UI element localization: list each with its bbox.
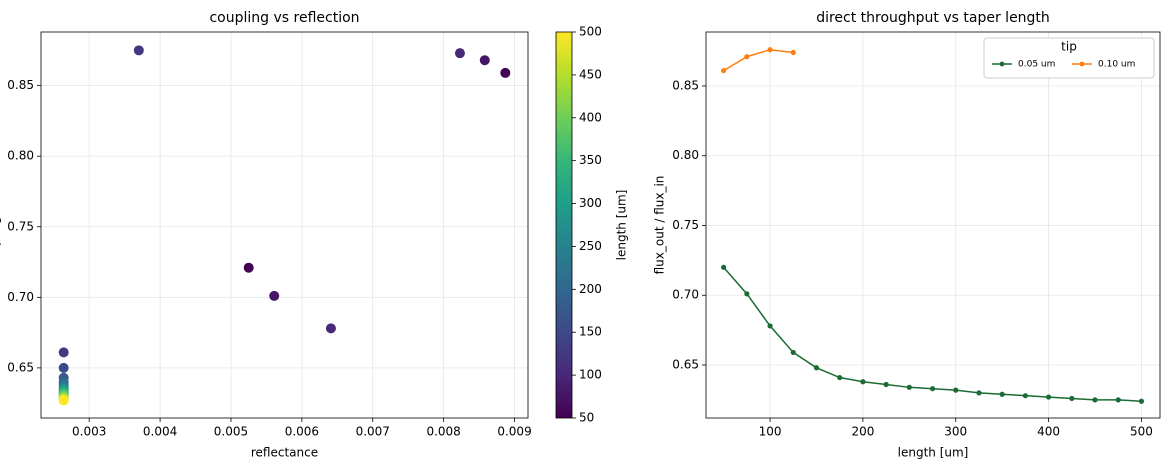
point-marker <box>721 264 727 270</box>
colorbar-tick-label: 300 <box>579 196 602 210</box>
colorbar-tick-label: 400 <box>579 110 602 124</box>
point-marker <box>767 323 773 329</box>
point-marker <box>999 391 1005 397</box>
colorbar-tick-label: 450 <box>579 67 602 81</box>
colorbar-tick-label: 250 <box>579 239 602 253</box>
legend-label: 0.10 um <box>1098 60 1135 70</box>
colorbar-tick-label: 350 <box>579 153 602 167</box>
point-marker <box>1045 394 1052 400</box>
x-tick-label: 300 <box>944 425 967 439</box>
colorbar-label: length [um] <box>615 190 629 261</box>
y-tick-label: 0.75 <box>672 218 699 232</box>
colorbar-tick-label: 500 <box>579 25 602 39</box>
scatter-point <box>479 55 490 66</box>
point-marker <box>721 68 727 74</box>
y-tick-label: 0.65 <box>672 357 699 371</box>
colorbar-tick-label: 150 <box>579 325 602 339</box>
point-marker <box>744 54 750 60</box>
scatter-point <box>500 67 511 78</box>
colorbar-tick-label: 50 <box>579 411 594 425</box>
y-tick-label: 0.85 <box>7 78 34 92</box>
x-tick-label: 0.006 <box>285 425 319 439</box>
y-tick-label: 0.85 <box>672 78 699 92</box>
scatter-point <box>58 362 69 373</box>
point-marker <box>1069 395 1075 402</box>
series-line <box>723 48 794 72</box>
point-marker <box>860 379 866 385</box>
y-axis-label: TE0 coupling / incident <box>0 156 2 295</box>
x-tick-label: 0.003 <box>72 425 106 439</box>
x-tick-label: 0.009 <box>497 425 531 439</box>
x-tick-label: 0.007 <box>356 425 390 439</box>
plot-frame <box>705 31 1161 419</box>
colorbar <box>555 31 573 419</box>
series-line <box>723 266 1142 403</box>
y-tick-label: 0.65 <box>7 360 34 374</box>
x-tick-label: 200 <box>851 425 874 439</box>
point-marker <box>813 365 820 371</box>
scatter-point <box>133 45 144 56</box>
x-axis-label: reflectance <box>251 446 318 460</box>
x-axis-label: length [um] <box>898 446 969 460</box>
chart-title: direct throughput vs taper length <box>816 10 1050 26</box>
point-marker <box>790 349 796 356</box>
colorbar-tick-label: 100 <box>579 368 602 382</box>
x-tick-label: 0.005 <box>214 425 248 439</box>
point-marker <box>929 386 936 392</box>
legend-marker <box>1079 61 1085 67</box>
point-marker <box>790 49 796 56</box>
plot-frame <box>40 31 529 419</box>
scatter-point <box>325 323 336 334</box>
colorbar-tick-label: 200 <box>579 282 602 296</box>
scatter-point <box>454 48 465 59</box>
point-marker <box>837 374 843 381</box>
y-axis-label: flux_out / flux_in <box>653 176 667 275</box>
legend-box <box>983 37 1155 79</box>
x-tick-label: 0.004 <box>143 425 177 439</box>
point-marker <box>953 387 959 393</box>
legend-marker <box>999 61 1005 67</box>
chart-title: coupling vs reflection <box>209 10 359 26</box>
point-marker <box>1138 398 1145 404</box>
scatter-point <box>243 262 254 273</box>
y-tick-label: 0.80 <box>672 148 699 162</box>
point-marker <box>1022 393 1028 399</box>
scatter-point <box>269 290 280 301</box>
y-tick-label: 0.75 <box>7 219 34 233</box>
point-marker <box>1092 397 1098 403</box>
y-tick-label: 0.80 <box>7 149 34 163</box>
x-tick-label: 400 <box>1037 425 1060 439</box>
scatter-point <box>58 395 69 406</box>
point-marker <box>767 47 773 53</box>
point-marker <box>976 390 982 396</box>
point-marker <box>906 384 912 390</box>
x-tick-label: 0.008 <box>426 425 460 439</box>
legend-label: 0.05 um <box>1018 60 1055 70</box>
x-tick-label: 100 <box>759 425 782 439</box>
point-marker <box>1115 397 1121 403</box>
x-tick-label: 500 <box>1130 425 1153 439</box>
legend-title: tip <box>1061 40 1077 54</box>
y-tick-label: 0.70 <box>7 290 34 304</box>
point-marker <box>883 381 889 388</box>
y-tick-label: 0.70 <box>672 288 699 302</box>
point-marker <box>744 291 750 297</box>
scatter-point <box>58 347 69 358</box>
